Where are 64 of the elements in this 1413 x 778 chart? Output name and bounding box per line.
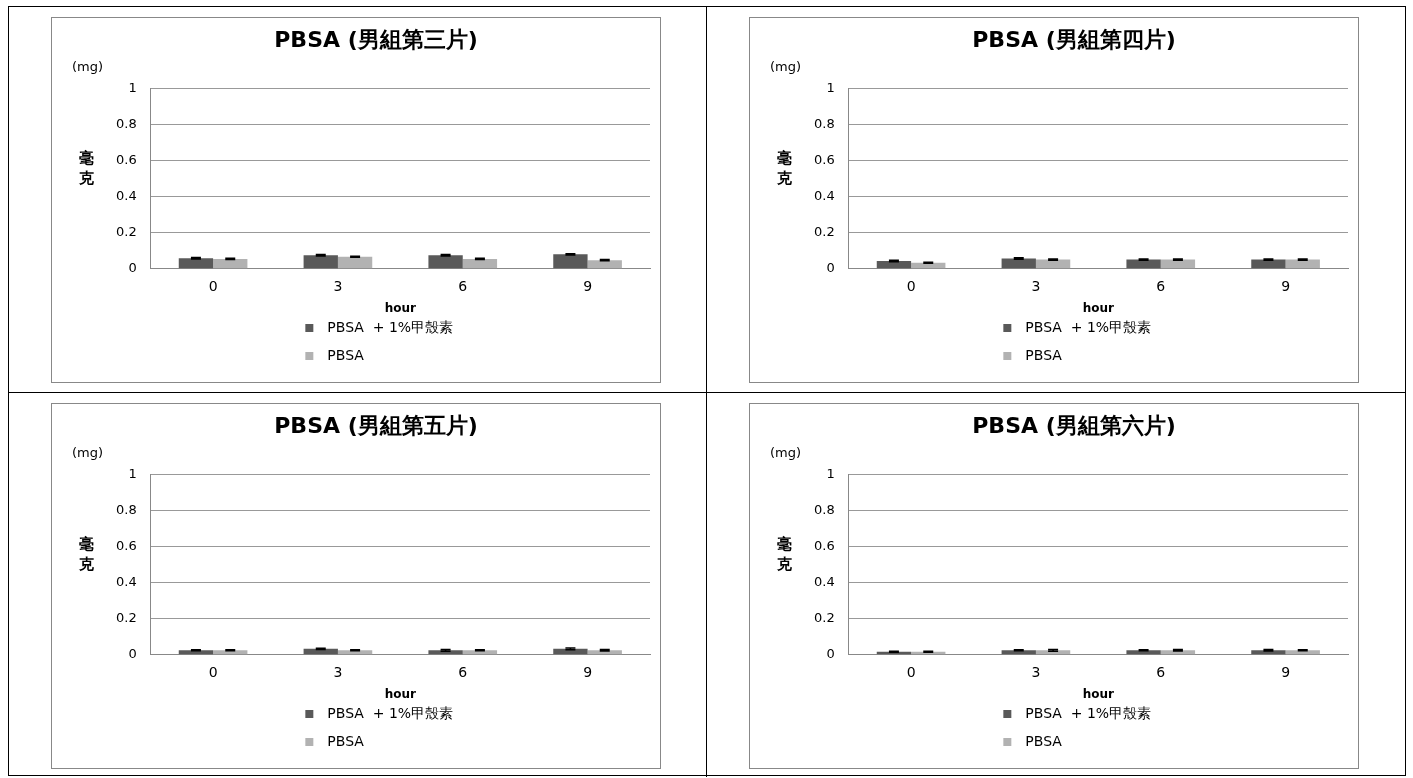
x-tick-label: 0 [906,663,916,680]
y-tick-label: 0.4 [115,188,137,204]
chart-title: PBSA (男組第三片) [274,26,478,52]
y-tick-label: 0 [826,260,835,276]
chart-title: PBSA (男組第五片) [274,412,478,438]
chart-title: PBSA (男組第六片) [972,412,1176,438]
legend-label: PBSA [1025,732,1063,749]
text: (mg) [770,445,802,461]
x-axis-title: hour [384,300,417,315]
y-tick-label: 0.6 [115,537,137,553]
legend-label: PBSA [1025,346,1063,363]
x-axis-title: hour [1082,300,1115,315]
y-tick-label: 0.8 [115,115,137,131]
x-tick-label: 9 [583,277,593,294]
y-axis-title: 毫克 [775,535,793,574]
x-tick-label: 3 [1031,277,1041,294]
y-tick-label: 0 [128,646,137,662]
x-tick-label: 3 [1031,663,1041,680]
y-tick-label: 0.8 [813,115,835,131]
y-tick-label: 1 [826,465,835,481]
y-tick-label: 0.2 [115,224,137,240]
x-tick-label: 6 [1156,277,1166,294]
x-tick-label: 9 [583,663,593,680]
y-tick-label: 1 [128,79,137,95]
text: (mg) [72,59,104,75]
x-tick-label: 0 [208,663,218,680]
y-tick-label: 0.6 [813,151,835,167]
legend-label: PBSA + 1%甲殼素 [327,704,454,721]
legend-label: PBSA + 1%甲殼素 [1025,318,1152,335]
legend-label: PBSA + 1%甲殼素 [1025,704,1152,721]
x-axis-title: hour [384,686,417,701]
legend-label: PBSA + 1%甲殼素 [327,318,454,335]
y-tick-label: 0 [826,646,835,662]
y-tick-label: 0.4 [115,574,137,590]
y-tick-label: 0.6 [115,151,137,167]
x-tick-label: 0 [906,277,916,294]
x-tick-label: 6 [458,663,468,680]
x-tick-label: 6 [1156,663,1166,680]
text: (mg) [770,59,802,75]
legend-label: PBSA [327,346,365,363]
y-tick-label: 0.8 [813,501,835,517]
y-axis-title: 毫克 [77,149,95,188]
text: (mg) [72,445,104,461]
y-tick-label: 0.6 [813,537,835,553]
y-tick-label: 0.2 [115,610,137,626]
y-tick-label: 0.2 [813,224,835,240]
y-tick-label: 0.4 [813,188,835,204]
y-axis-title: 毫克 [775,149,793,188]
y-tick-label: 1 [826,79,835,95]
x-tick-label: 3 [333,277,343,294]
y-tick-label: 1 [128,465,137,481]
y-axis-title: 毫克 [77,535,95,574]
y-tick-label: 0.2 [813,610,835,626]
legend-label: PBSA [327,732,365,749]
x-tick-label: 3 [333,663,343,680]
x-axis-title: hour [1082,686,1115,701]
x-tick-label: 0 [208,277,218,294]
x-tick-label: 9 [1281,277,1291,294]
y-tick-label: 0.4 [813,574,835,590]
x-tick-label: 9 [1281,663,1291,680]
y-tick-label: 0.8 [115,501,137,517]
chart-title: PBSA (男組第四片) [972,26,1176,52]
y-tick-label: 0 [128,260,137,276]
x-tick-label: 6 [458,277,468,294]
